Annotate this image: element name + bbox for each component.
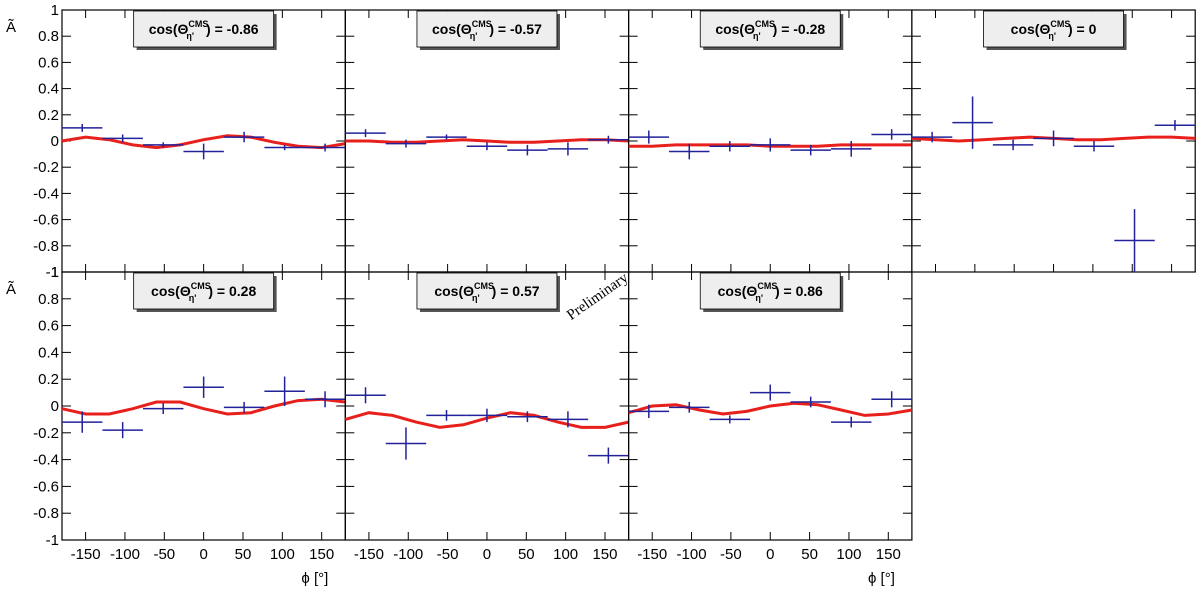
title-suffix: ) = 0.28 — [208, 283, 256, 299]
x-tick-label: 0 — [483, 546, 491, 563]
panel-title: cos(ΘCMS η' ) = -0.28 — [715, 19, 825, 41]
x-tick-label: 0 — [199, 546, 207, 563]
title-sub: η' — [753, 31, 761, 41]
y-tick-label: -0.8 — [33, 238, 59, 255]
title-sup: CMS — [757, 281, 777, 291]
title-sub: η' — [755, 293, 763, 303]
watermark: Preliminary — [564, 270, 632, 324]
title-box — [983, 10, 1124, 48]
y-tick-label: 0.4 — [38, 81, 59, 98]
title-suffix: ) = 0.57 — [492, 283, 540, 299]
y-tick-label: -0.6 — [33, 212, 59, 229]
x-tick-label: -100 — [677, 546, 707, 563]
y-axis-label: Ã — [6, 281, 16, 298]
title-sub: η' — [470, 31, 478, 41]
x-tick-label: 50 — [518, 546, 535, 563]
title-sup: CMS — [474, 281, 494, 291]
title-sub: η' — [1048, 31, 1056, 41]
fit-curve — [61, 397, 346, 416]
title-sup: CMS — [472, 19, 492, 29]
y-tick-label: 0.6 — [38, 54, 59, 71]
panel-title: cos(ΘCMS η' ) = 0.86 — [718, 281, 823, 303]
panel-title: cos(ΘCMS η' ) = -0.86 — [149, 19, 259, 41]
x-tick-label: -100 — [110, 546, 140, 563]
y-tick-label: 0 — [51, 133, 59, 150]
title-sup: CMS — [755, 19, 775, 29]
y-tick-label: 1 — [51, 264, 59, 281]
x-tick-label: 150 — [309, 546, 334, 563]
y-tick-label: -0.6 — [33, 478, 59, 495]
title-box — [416, 10, 558, 48]
x-tick-label: -50 — [720, 546, 742, 563]
x-tick-label: -50 — [153, 546, 175, 563]
title-box — [133, 272, 275, 310]
title-sup: CMS — [191, 281, 211, 291]
title-prefix: cos(Θ — [434, 283, 474, 299]
panel-title: cos(ΘCMS η' ) = 0.28 — [151, 281, 256, 303]
title-suffix: ) = 0 — [1068, 21, 1097, 37]
fit-curve — [628, 401, 913, 417]
x-tick-label: 100 — [836, 546, 861, 563]
title-suffix: ) = -0.28 — [773, 21, 826, 37]
title-sub: η' — [189, 293, 197, 303]
y-tick-label: -0.8 — [33, 505, 59, 522]
y-tick-label: -1 — [46, 264, 59, 281]
title-box — [416, 272, 558, 310]
fit-curve — [345, 138, 629, 144]
y-tick-label: -0.4 — [33, 452, 59, 469]
title-box — [699, 10, 841, 48]
y-tick-label: -0.2 — [33, 159, 59, 176]
y-tick-label: -1 — [46, 532, 59, 549]
title-prefix: cos(Θ — [151, 283, 191, 299]
title-box — [699, 272, 841, 310]
x-tick-label: 0 — [766, 546, 774, 563]
x-tick-label: 150 — [876, 546, 901, 563]
x-tick-label: -150 — [637, 546, 667, 563]
y-tick-label: -0.4 — [33, 185, 59, 202]
panel-title: cos(ΘCMS η' ) = 0 — [1011, 19, 1097, 41]
y-tick-label: 1 — [51, 2, 59, 19]
title-prefix: cos(Θ — [1011, 21, 1051, 37]
title-suffix: ) = -0.86 — [206, 21, 259, 37]
title-sup: CMS — [1050, 19, 1070, 29]
y-tick-label: 0.8 — [38, 28, 59, 45]
y-tick-label: 0 — [51, 398, 59, 415]
y-tick-label: 0.2 — [38, 371, 59, 388]
title-prefix: cos(Θ — [432, 21, 472, 37]
title-sub: η' — [186, 31, 194, 41]
x-tick-label: -150 — [71, 546, 101, 563]
x-tick-label: -100 — [393, 546, 423, 563]
x-tick-label: 50 — [235, 546, 252, 563]
y-tick-label: 0.4 — [38, 344, 59, 361]
title-sup: CMS — [188, 19, 208, 29]
x-tick-label: -50 — [437, 546, 459, 563]
x-axis-label: ϕ [°] — [301, 570, 328, 587]
y-tick-label: 0.2 — [38, 107, 59, 124]
title-prefix: cos(Θ — [718, 283, 758, 299]
title-sub: η' — [472, 293, 480, 303]
x-tick-label: -150 — [354, 546, 384, 563]
panel-frame — [61, 271, 346, 541]
title-prefix: cos(Θ — [715, 21, 755, 37]
fit-curve — [61, 134, 346, 150]
panel-title: cos(ΘCMS η' ) = -0.57 — [432, 19, 542, 41]
x-tick-label: 100 — [553, 546, 578, 563]
x-tick-label: 100 — [270, 546, 295, 563]
x-tick-label: 150 — [592, 546, 617, 563]
y-axis-label: Ã — [6, 19, 16, 36]
y-tick-label: 0.6 — [38, 318, 59, 335]
title-suffix: ) = -0.57 — [489, 21, 542, 37]
x-axis-label: ϕ [°] — [868, 570, 895, 587]
x-tick-label: 50 — [801, 546, 818, 563]
y-tick-label: 0.8 — [38, 291, 59, 308]
title-box — [133, 10, 275, 48]
title-suffix: ) = 0.86 — [775, 283, 823, 299]
title-prefix: cos(Θ — [149, 21, 189, 37]
panel-title: cos(ΘCMS η' ) = 0.57 — [434, 281, 539, 303]
y-tick-label: -0.2 — [33, 425, 59, 442]
